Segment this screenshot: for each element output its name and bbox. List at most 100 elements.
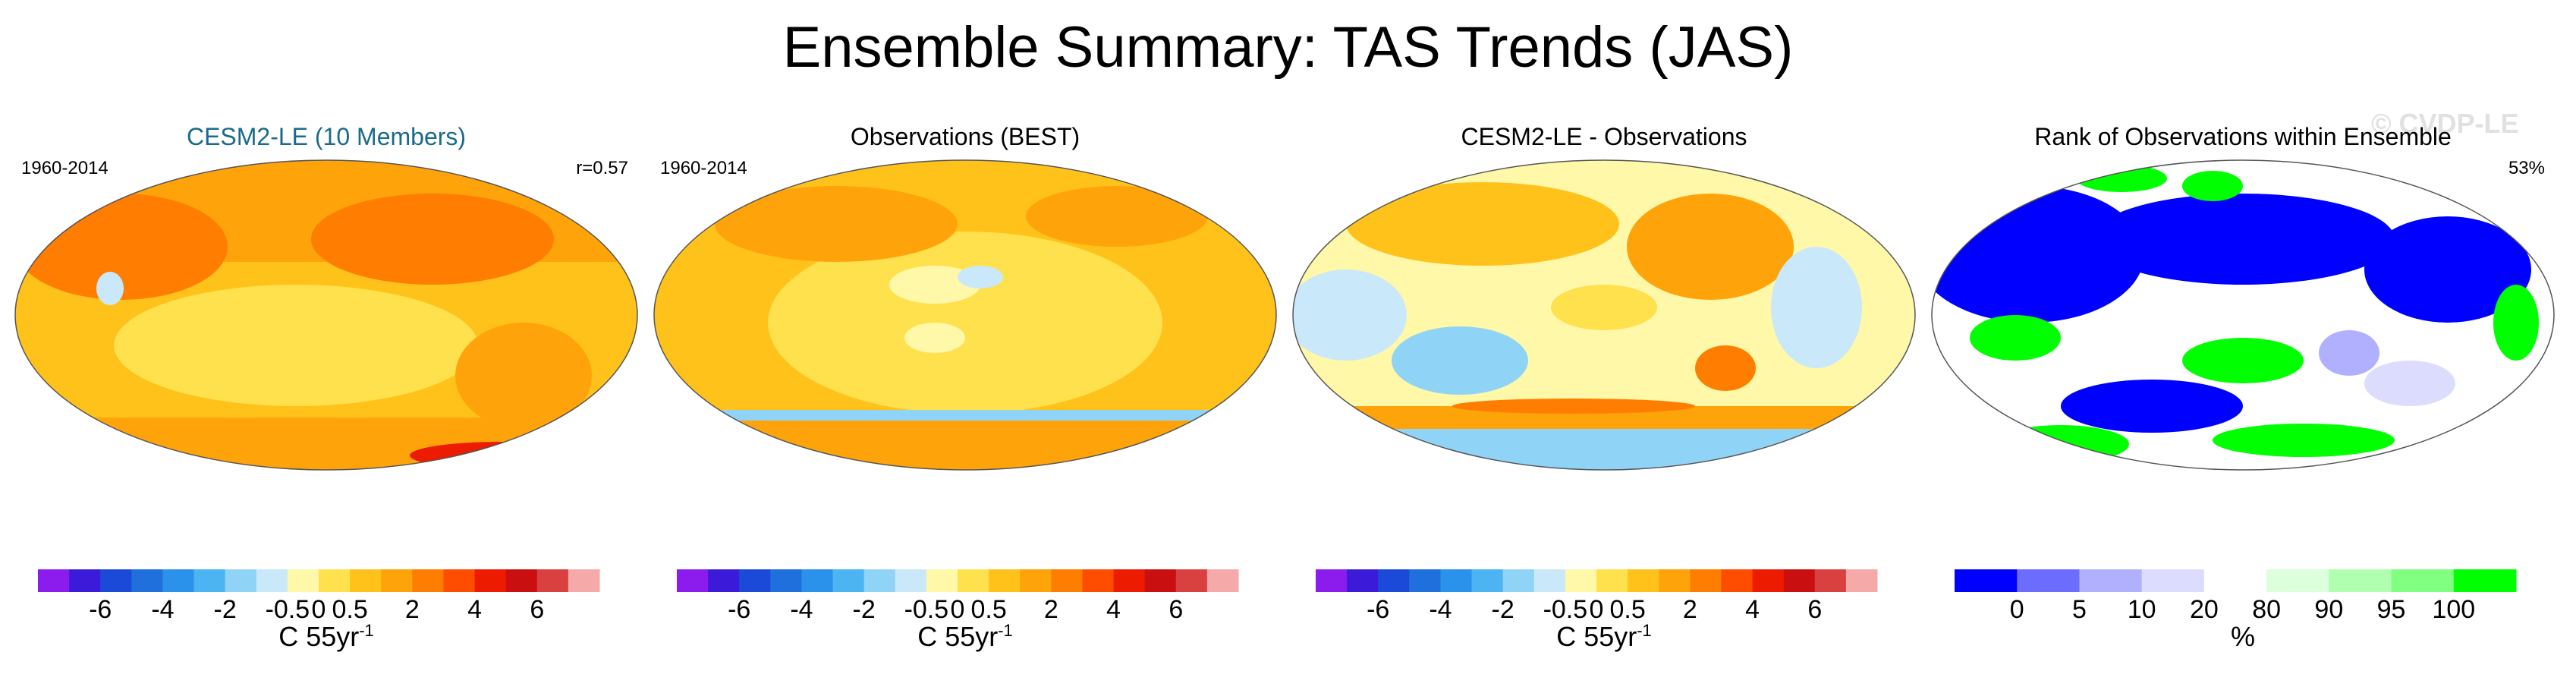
colorbar-segment — [677, 569, 709, 592]
panel-title: CESM2-LE (10 Members) — [186, 123, 467, 150]
colorbar-segment — [162, 569, 195, 592]
rank-colorbar: 0 5 10 20 80 90 95 100 — [1955, 569, 2517, 622]
rank-percent-label: 53% — [2508, 158, 2545, 178]
colorbar-tick-label: 0 — [951, 595, 965, 622]
colorbar-segment — [568, 569, 600, 592]
colorbar-segment — [193, 569, 226, 592]
colorbar-tick-label: 0 — [2010, 595, 2024, 622]
panel-model: CESM2-LE (10 Members) 1960-2014 r=0.57 -… — [8, 114, 645, 687]
colorbar-segment — [1814, 569, 1847, 592]
colorbar-segment — [1409, 569, 1441, 592]
colorbar-segment — [1378, 569, 1410, 592]
colorbar-segment — [536, 569, 569, 592]
colorbar-segment — [287, 569, 319, 592]
colorbar-segment — [1502, 569, 1535, 592]
colorbar-segment — [895, 569, 927, 592]
panel-title: Rank of Observations within Ensemble — [2034, 123, 2452, 150]
colorbar-tick-label: -2 — [1492, 595, 1514, 622]
colorbar-segment — [100, 569, 132, 592]
panel-rank: Rank of Observations within Ensemble 53%… — [1924, 114, 2562, 687]
colorbar-segment — [863, 569, 896, 592]
colorbar-tick-label: -6 — [89, 595, 112, 622]
colorbar-tick-label: 0 — [1590, 595, 1604, 622]
colorbar-segment — [225, 569, 257, 592]
colorbar-segment — [1440, 569, 1473, 592]
colorbar-label: % — [2230, 621, 2255, 652]
colorbar-segment — [2329, 569, 2392, 592]
colorbar-segment — [1783, 569, 1816, 592]
watermark-text: © CVDP-LE — [2371, 108, 2519, 139]
map-model — [14, 159, 638, 471]
panel-observations: Observations (BEST) 1960-2014 -6 -4 -2 -0.5… — [646, 114, 1284, 687]
colorbar-tick-label: -6 — [1367, 595, 1389, 622]
colorbar-label: C 55yr-1 — [1556, 621, 1652, 652]
colorbar-segment — [1113, 569, 1146, 592]
colorbar-segment — [1206, 569, 1239, 592]
colorbar-tick-label: -6 — [728, 595, 750, 622]
colorbar-tick-label: 90 — [2314, 595, 2343, 622]
figure-title: Ensemble Summary: TAS Trends (JAS) — [782, 15, 1794, 80]
colorbar-segment — [474, 569, 507, 592]
colorbar-tick-label: 80 — [2252, 595, 2281, 622]
colorbar-segment — [1082, 569, 1115, 592]
colorbar-segment — [1316, 569, 1348, 592]
colorbar-segment — [2453, 569, 2517, 592]
colorbar-segment — [832, 569, 865, 592]
colorbar-segment — [1752, 569, 1785, 592]
colorbar-segment — [1175, 569, 1208, 592]
colorbar-segment — [2266, 569, 2329, 592]
map-rank — [1931, 159, 2555, 471]
correlation-label: r=0.57 — [576, 158, 628, 178]
colorbar-tick-label: 0.5 — [970, 595, 1006, 622]
colorbar-segment — [926, 569, 958, 592]
colorbar-tick-label: 6 — [1807, 595, 1822, 622]
colorbar-tick-label: 2 — [1683, 595, 1697, 622]
colorbar-segment — [505, 569, 538, 592]
colorbar-tick-label: -4 — [151, 595, 174, 622]
colorbar-segment — [131, 569, 163, 592]
colorbar-tick-label: 95 — [2377, 595, 2406, 622]
colorbar-segment — [2017, 569, 2080, 592]
colorbar-segment — [1596, 569, 1628, 592]
colorbar-segment — [319, 569, 351, 592]
colorbar-segment — [381, 569, 413, 592]
map-difference — [1292, 159, 1916, 471]
colorbar-tick-label: 6 — [1168, 595, 1183, 622]
colorbar-tick-label: 20 — [2190, 595, 2219, 622]
colorbar-tick-label: 4 — [467, 595, 482, 622]
colorbar-segment — [1690, 569, 1722, 592]
colorbar-tick-label: 2 — [1044, 595, 1058, 622]
colorbar-segment — [1628, 569, 1659, 592]
colorbar-segment — [2203, 569, 2267, 592]
colorbar-segment — [958, 569, 989, 592]
colorbar-segment — [801, 569, 834, 592]
colorbar-segment — [1471, 569, 1504, 592]
colorbar-tick-label: -0.5 — [266, 595, 310, 622]
colorbar-segment — [1144, 569, 1177, 592]
colorbar-tick-label: -4 — [790, 595, 813, 622]
trend-colorbar: -6 -4 -2 -0.5 0 0.5 2 4 6 — [38, 569, 600, 622]
colorbar-segment — [1565, 569, 1597, 592]
colorbar-tick-label: 5 — [2072, 595, 2087, 622]
trend-colorbar: -6 -4 -2 -0.5 0 0.5 2 4 6 — [677, 569, 1239, 622]
panel-difference: CESM2-LE - Observations -6 -4 -2 -0.5 0 0.5 2 4… — [1285, 114, 1923, 687]
colorbar-segment — [1845, 569, 1878, 592]
colorbar-tick-label: 0.5 — [332, 595, 367, 622]
colorbar-segment — [1347, 569, 1379, 592]
colorbar-segment — [412, 569, 444, 592]
colorbar-tick-label: -0.5 — [1543, 595, 1588, 622]
map-observations — [653, 159, 1277, 471]
colorbar-tick-label: -4 — [1429, 595, 1452, 622]
colorbar-segment — [1020, 569, 1052, 592]
colorbar-tick-label: 4 — [1745, 595, 1760, 622]
colorbar-tick-label: -0.5 — [904, 595, 949, 622]
colorbar-segment — [770, 569, 802, 592]
colorbar-segment — [38, 569, 70, 592]
colorbar-segment — [1051, 569, 1083, 592]
colorbar-segment — [2079, 569, 2143, 592]
colorbar-tick-label: 10 — [2128, 595, 2156, 622]
period-label: 1960-2014 — [21, 158, 109, 178]
colorbar-tick-label: 0 — [312, 595, 326, 622]
colorbar-segment — [443, 569, 476, 592]
colorbar-segment — [2141, 569, 2205, 592]
